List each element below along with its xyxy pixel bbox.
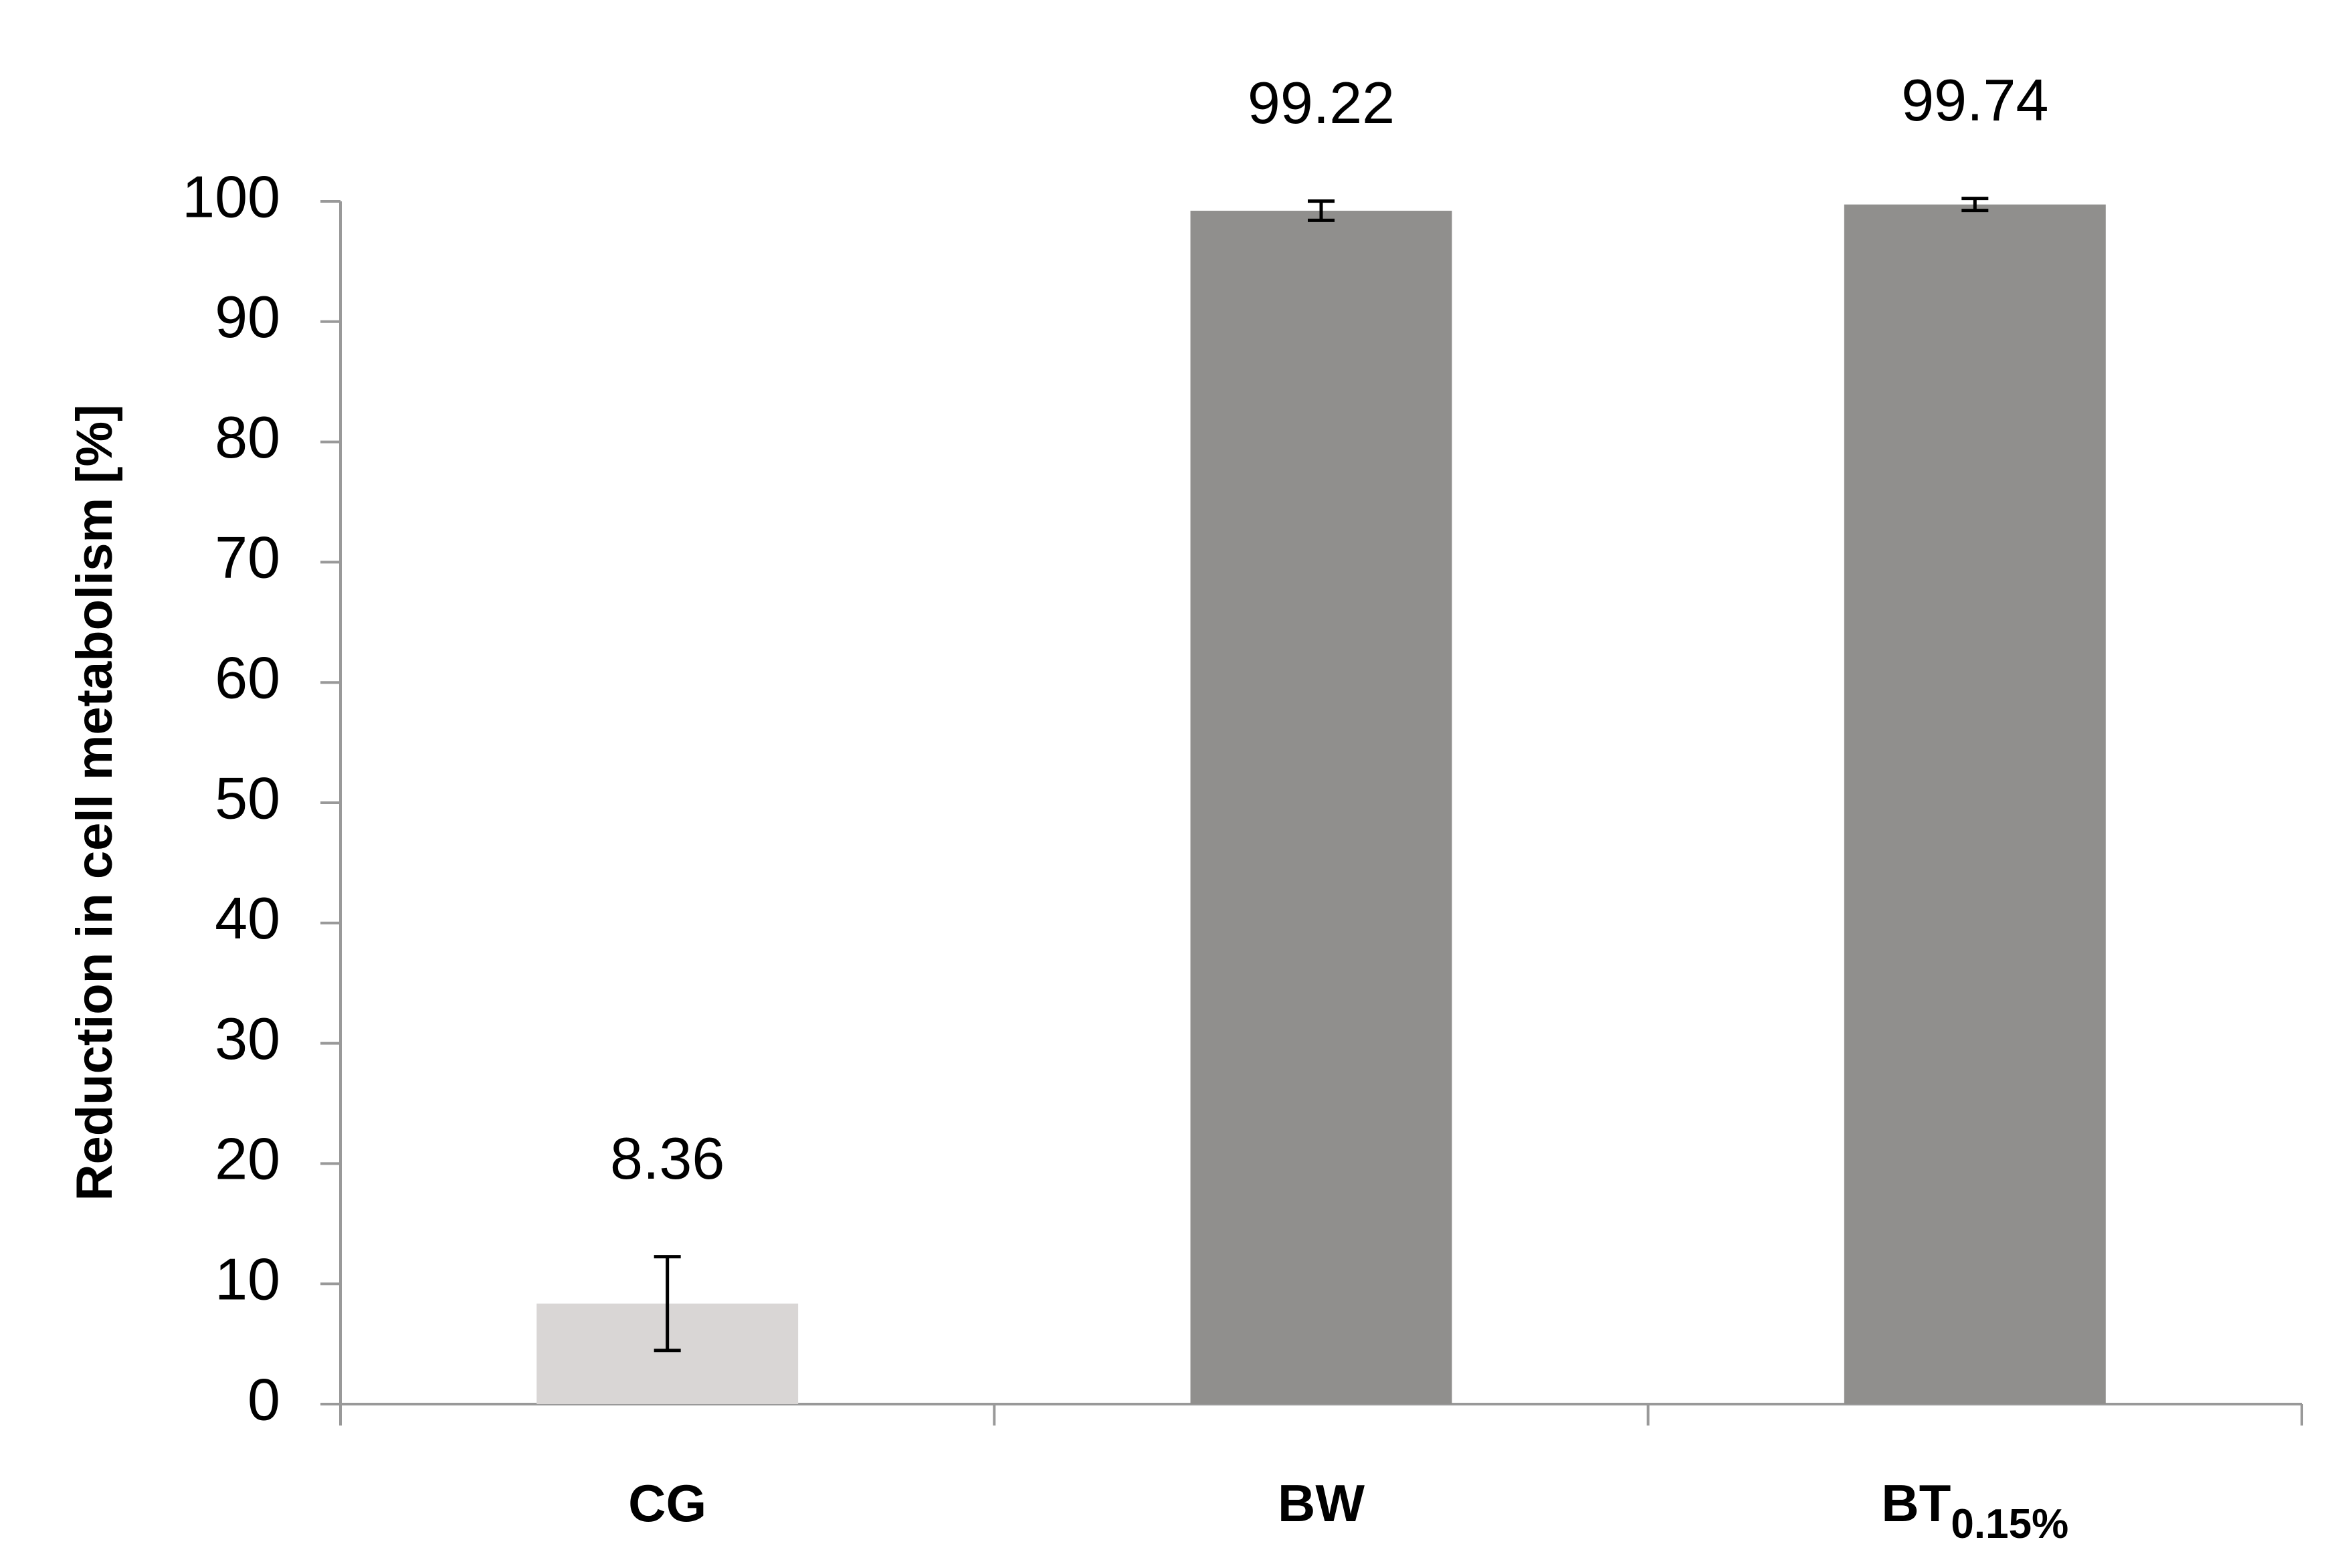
y-tick-label: 0	[248, 1366, 280, 1432]
x-tick-label: BW	[1278, 1474, 1365, 1533]
y-tick-label: 30	[215, 1005, 280, 1072]
bar	[1844, 204, 2106, 1404]
category-name: BT	[1881, 1474, 1951, 1533]
x-tick-label: CG	[628, 1474, 706, 1533]
y-tick-label: 50	[215, 765, 280, 831]
error-bar	[654, 1255, 681, 1353]
y-tick-label: 40	[215, 885, 280, 951]
value-label: 99.22	[1248, 70, 1395, 136]
y-axis-title: Reduction in cell metabolism [%]	[66, 405, 123, 1201]
x-tick-label: BT0.15%	[1881, 1474, 2068, 1548]
y-tick-label: 10	[215, 1246, 280, 1312]
bar	[1190, 211, 1452, 1404]
y-tick-label: 70	[215, 524, 280, 591]
category-name: BW	[1278, 1474, 1365, 1533]
category-subscript: 0.15%	[1951, 1501, 2068, 1547]
category-name: CG	[628, 1474, 706, 1533]
value-label: 99.74	[1901, 67, 2048, 133]
y-tick-label: 100	[182, 163, 280, 229]
error-bar	[1308, 199, 1335, 222]
y-tick-label: 20	[215, 1126, 280, 1192]
y-tick-label: 90	[215, 284, 280, 350]
error-bar	[1961, 197, 1989, 213]
y-tick-label: 80	[215, 404, 280, 470]
value-label: 8.36	[610, 1125, 724, 1191]
y-tick-label: 60	[215, 644, 280, 710]
